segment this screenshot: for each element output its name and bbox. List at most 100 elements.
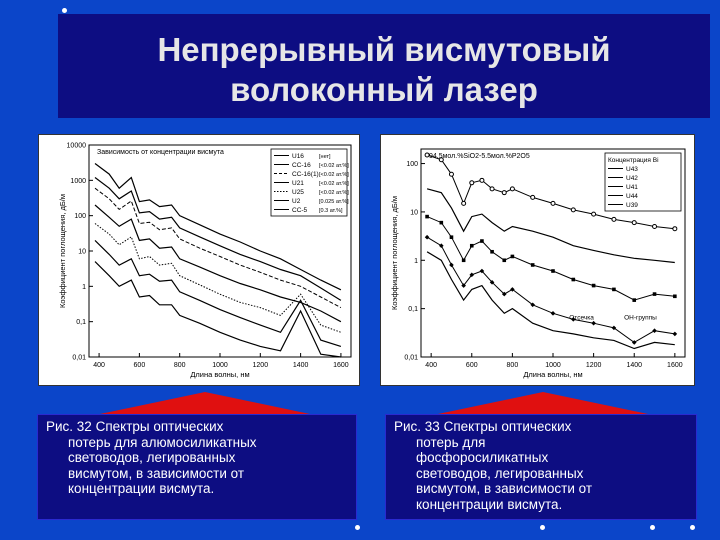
data-point bbox=[612, 287, 616, 292]
y-tick-label: 0,01 bbox=[72, 355, 86, 362]
data-point bbox=[530, 263, 535, 267]
data-point bbox=[449, 262, 454, 268]
caption-line: Рис. 33 Спектры оптических bbox=[394, 419, 572, 434]
caption-line: потерь для алюмосиликатных bbox=[68, 434, 257, 450]
data-point bbox=[490, 249, 494, 254]
bullet-dot bbox=[650, 525, 655, 530]
x-tick-label: 400 bbox=[93, 362, 105, 369]
legend-entry-conc: [<0.02 ат.%] bbox=[319, 190, 349, 196]
legend-entry: U42 bbox=[626, 175, 638, 182]
x-tick-label: 600 bbox=[466, 362, 478, 369]
legend-entry: CC-16(1) bbox=[292, 171, 319, 178]
data-point bbox=[502, 258, 507, 263]
data-point bbox=[673, 294, 677, 299]
x-tick-label: 1600 bbox=[333, 362, 349, 369]
x-tick-label: 800 bbox=[174, 362, 186, 369]
data-point bbox=[510, 254, 515, 259]
legend-entry-conc: [<0.02 ат.%] bbox=[319, 163, 349, 169]
y-tick-label: 0,01 bbox=[404, 355, 418, 362]
data-point bbox=[489, 280, 495, 285]
caption-line: световодов, легированных bbox=[68, 450, 236, 466]
data-point bbox=[489, 186, 495, 192]
legend-entry-conc: [0.025 ат.%] bbox=[319, 199, 349, 205]
bullet-dot bbox=[355, 525, 360, 530]
data-point bbox=[591, 320, 596, 326]
chart-annotation: Зависимость от концентрации висмута bbox=[97, 149, 224, 156]
y-tick-label: 1000 bbox=[70, 178, 86, 185]
y-axis-label: Коэффициент поглощения, дБ/м bbox=[58, 194, 67, 308]
legend-entry: CC-16 bbox=[292, 162, 311, 169]
data-point bbox=[631, 220, 637, 226]
caption-line: висмутом, в зависимости от bbox=[416, 481, 593, 497]
legend-entry: U41 bbox=[626, 184, 638, 191]
x-tick-label: 1000 bbox=[212, 362, 228, 369]
x-axis-label: Длина волны, нм bbox=[190, 370, 249, 379]
data-point bbox=[672, 331, 678, 337]
y-tick-label: 10 bbox=[78, 249, 86, 256]
caption-box-1: Рис. 32 Спектры оптических потерь для ал… bbox=[37, 414, 357, 520]
title-line-2: волоконный лазер bbox=[230, 71, 538, 108]
data-point bbox=[424, 234, 430, 240]
x-tick-label: 1400 bbox=[293, 362, 309, 369]
series-line bbox=[94, 239, 342, 347]
legend-entry: U21 bbox=[292, 180, 304, 187]
title-band bbox=[58, 14, 710, 118]
chart-label-cutoff: Отсечка bbox=[569, 314, 594, 321]
y-tick-label: 0,1 bbox=[76, 319, 86, 326]
legend-entry-conc: [<0.02 ат.%] bbox=[319, 172, 349, 178]
y-tick-label: 10 bbox=[410, 209, 418, 216]
chart-label-oh-groups: ОН-группы bbox=[624, 314, 657, 321]
caption-line: висмутом, в зависимости от bbox=[68, 465, 245, 481]
legend-entry-conc: [нет] bbox=[319, 154, 331, 160]
caption-line: концентрации висмута. bbox=[68, 481, 215, 497]
legend-entry-conc: [<0.02 ат.%] bbox=[319, 181, 349, 187]
caption-line: Рис. 32 Спектры оптических bbox=[46, 419, 224, 434]
legend-entry: U2 bbox=[292, 198, 301, 205]
caption-2: Рис. 33 Спектры оптических потерь для фо… bbox=[386, 415, 696, 513]
data-point bbox=[438, 157, 444, 163]
y-tick-label: 0,1 bbox=[408, 306, 418, 313]
chart-aluminosilicate: 400 600 800 1000 1200 1400 1600 10000 1000 100 10 1… bbox=[58, 143, 352, 379]
data-point bbox=[469, 272, 475, 278]
bullet-dot bbox=[62, 8, 67, 13]
legend-box bbox=[604, 152, 682, 212]
series-line bbox=[94, 187, 342, 309]
x-tick-label: 600 bbox=[134, 362, 146, 369]
data-point bbox=[530, 302, 535, 308]
x-tick-label: 1600 bbox=[667, 362, 683, 369]
data-point bbox=[469, 180, 475, 186]
data-point bbox=[439, 220, 444, 225]
y-tick-label: 1 bbox=[82, 284, 86, 291]
data-point bbox=[632, 298, 637, 302]
caption-1: Рис. 32 Спектры оптических потерь для ал… bbox=[38, 415, 356, 497]
y-axis-label: Коэффициент поглощения, дБ/м bbox=[390, 196, 399, 310]
y-tick-label: 100 bbox=[74, 213, 86, 220]
legend-entry: CC-5 bbox=[292, 207, 308, 214]
legend-entry: U25 bbox=[292, 189, 304, 196]
bullet-dot bbox=[540, 525, 545, 530]
data-point bbox=[424, 152, 430, 158]
x-tick-label: 1200 bbox=[253, 362, 269, 369]
data-point bbox=[479, 177, 485, 183]
data-point bbox=[551, 269, 555, 273]
y-tick-label: 10000 bbox=[67, 143, 87, 150]
x-tick-label: 400 bbox=[425, 362, 437, 369]
caption-pointer bbox=[438, 392, 648, 414]
data-point bbox=[672, 226, 678, 232]
x-tick-label: 1400 bbox=[626, 362, 642, 369]
data-point bbox=[510, 287, 515, 292]
caption-line: фосфоросиликатных bbox=[416, 450, 549, 466]
data-point bbox=[611, 216, 617, 222]
data-point bbox=[570, 207, 576, 213]
series-line bbox=[94, 177, 342, 301]
chart-phosphosilicate: 400 600 800 1000 1200 1400 1600 100 10 1 0,1 0,01 Дл… bbox=[390, 148, 686, 379]
data-point bbox=[550, 200, 556, 206]
data-point bbox=[501, 190, 507, 196]
caption-box-2: Рис. 33 Спектры оптических потерь для фо… bbox=[385, 414, 697, 520]
data-point bbox=[652, 292, 657, 296]
x-tick-label: 800 bbox=[507, 362, 519, 369]
data-point bbox=[501, 291, 507, 297]
y-tick-label: 1 bbox=[414, 258, 418, 265]
caption-pointer bbox=[100, 392, 310, 414]
data-point bbox=[425, 214, 429, 219]
